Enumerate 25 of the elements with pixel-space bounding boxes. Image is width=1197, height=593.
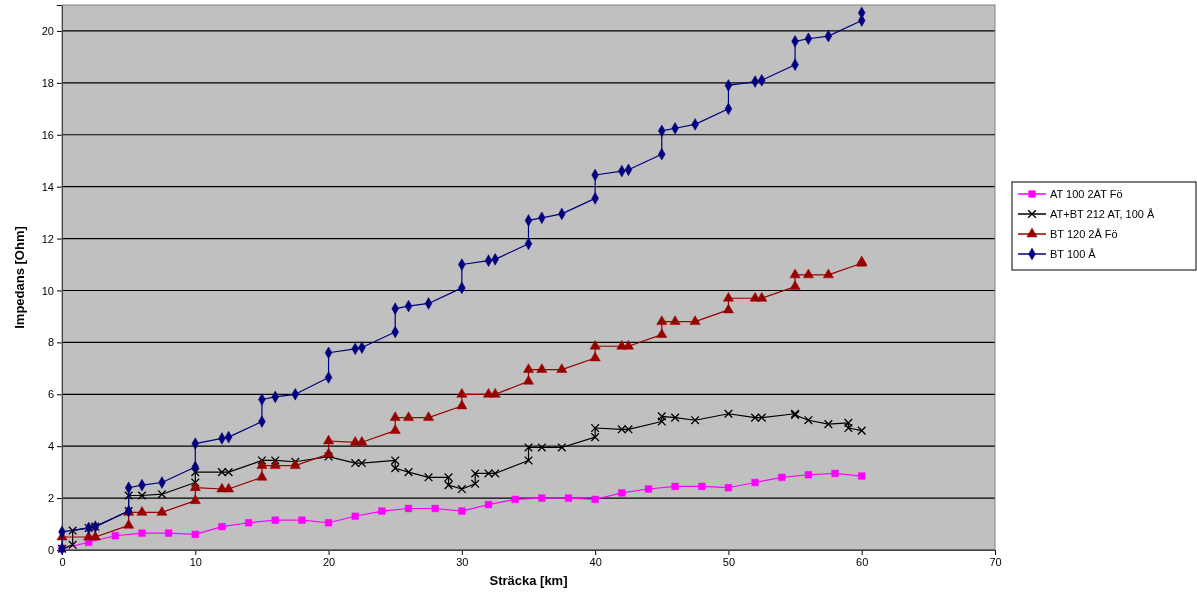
legend-label: BT 120 2Å Fö	[1050, 228, 1118, 240]
y-tick-label: 14	[41, 180, 54, 193]
x-tick-label: 30	[456, 555, 469, 568]
y-tick-label: 2	[47, 492, 54, 505]
legend-label: AT 100 2AT Fö	[1050, 188, 1123, 200]
x-tick-label: 50	[722, 555, 736, 568]
x-tick-label: 0	[59, 555, 66, 568]
x-tick-label: 40	[589, 555, 602, 568]
y-axis-title: Impedans [Ohm]	[12, 226, 27, 329]
x-tick-label: 70	[989, 555, 1002, 568]
y-tick-label: 12	[41, 232, 54, 245]
x-tick-label: 10	[189, 555, 202, 568]
y-tick-label: 0	[47, 544, 54, 557]
x-axis-title: Sträcka [km]	[489, 573, 568, 588]
y-tick-label: 8	[47, 336, 54, 349]
x-tick-label: 60	[856, 555, 869, 568]
x-tick-label: 20	[322, 555, 336, 568]
y-tick-label: 4	[47, 440, 54, 453]
y-tick-label: 6	[47, 388, 54, 401]
legend-label: AT+BT 212 AT, 100 Å	[1050, 208, 1155, 220]
y-tick-label: 18	[41, 76, 54, 89]
y-tick-label: 10	[41, 284, 54, 297]
legend-label: BT 100 Å	[1050, 248, 1097, 260]
y-tick-label: 16	[41, 128, 54, 141]
y-tick-label: 20	[41, 24, 54, 37]
